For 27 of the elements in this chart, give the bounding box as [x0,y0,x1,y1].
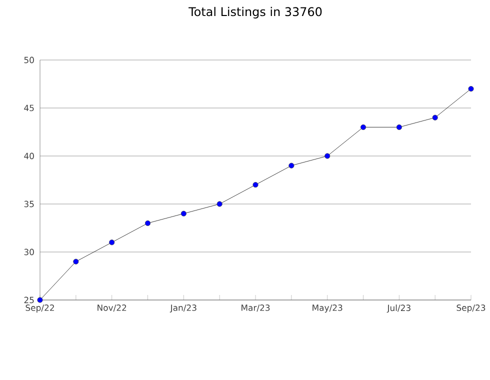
x-tick-label: Nov/22 [98,304,126,312]
x-tick-label: May/23 [312,304,342,313]
y-tick-label: 40 [24,152,34,160]
x-tick-label: Mar/23 [242,304,270,312]
point [180,210,186,216]
point [396,124,402,130]
y-tick-label: 50 [24,56,34,64]
point [360,124,366,130]
point [252,182,258,188]
x-tick-label: Sep/23 [456,304,486,313]
y-tick-label: 35 [24,200,34,208]
point [288,162,294,168]
point [144,220,151,226]
x-tick-label: Jan/23 [170,304,196,313]
point [468,86,474,92]
point [73,258,79,264]
x-tick-label: Jul/23 [386,304,410,313]
y-tick-label: 30 [24,248,34,256]
y-tick-label: 25 [24,296,34,304]
chart-title: Total Listings in 33760 [188,6,322,18]
point [216,201,222,207]
x-tick-label: Sep/22 [26,304,54,313]
point [109,240,115,246]
point [432,114,438,120]
point [324,153,330,159]
point [37,297,43,303]
y-tick-label: 45 [24,104,34,112]
